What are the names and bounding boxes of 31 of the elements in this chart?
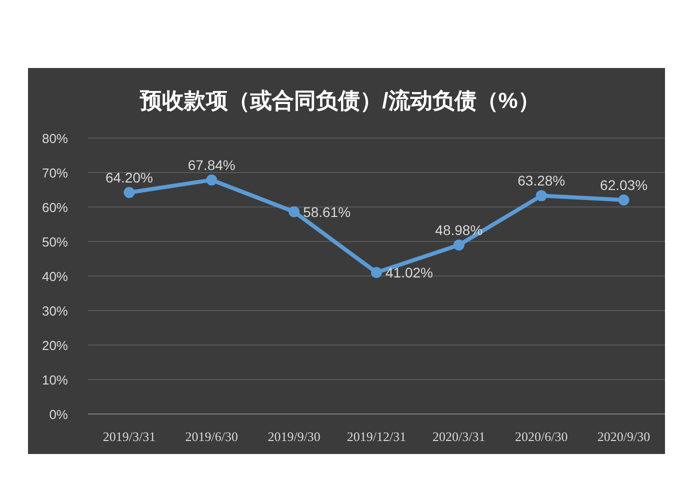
point	[371, 266, 382, 278]
y-tick-label: 50%	[42, 234, 68, 250]
chart-title: 预收款项（或合同负债）/流动负债（%）	[139, 88, 540, 113]
data-label: 63.28%	[518, 172, 566, 189]
data-label: 58.61%	[303, 204, 351, 220]
x-tick-label: 2019/3/31	[102, 429, 156, 444]
data-label: 48.98%	[435, 222, 483, 238]
y-tick-label: 60%	[42, 200, 68, 215]
data-label: 41.02%	[386, 264, 433, 280]
y-tick-label: 0%	[49, 407, 68, 422]
x-tick-label: 2020/3/31	[432, 429, 486, 444]
x-tick-label: 2019/12/31	[346, 429, 406, 444]
y-tick-label: 40%	[42, 269, 68, 284]
y-tick-label: 30%	[42, 304, 68, 318]
data-label: 64.20%	[105, 170, 153, 186]
y-tick-label: 80%	[42, 131, 68, 146]
x-tick-label: 2020/6/30	[514, 429, 568, 444]
point	[124, 187, 135, 198]
point	[536, 190, 547, 202]
y-tick-label: 20%	[42, 338, 68, 353]
x-tick-label: 2019/6/30	[185, 429, 238, 444]
point	[288, 206, 300, 218]
x-tick-label: 2019/9/30	[268, 429, 320, 444]
x-tick-label: 2020/9/30	[597, 429, 650, 444]
y-tick-label: 70%	[42, 166, 68, 180]
data-label: 62.03%	[600, 176, 648, 193]
data-label: 67.84%	[188, 156, 236, 173]
y-tick-label: 10%	[42, 372, 68, 388]
point	[206, 174, 218, 186]
point	[453, 240, 464, 251]
point	[618, 194, 630, 206]
